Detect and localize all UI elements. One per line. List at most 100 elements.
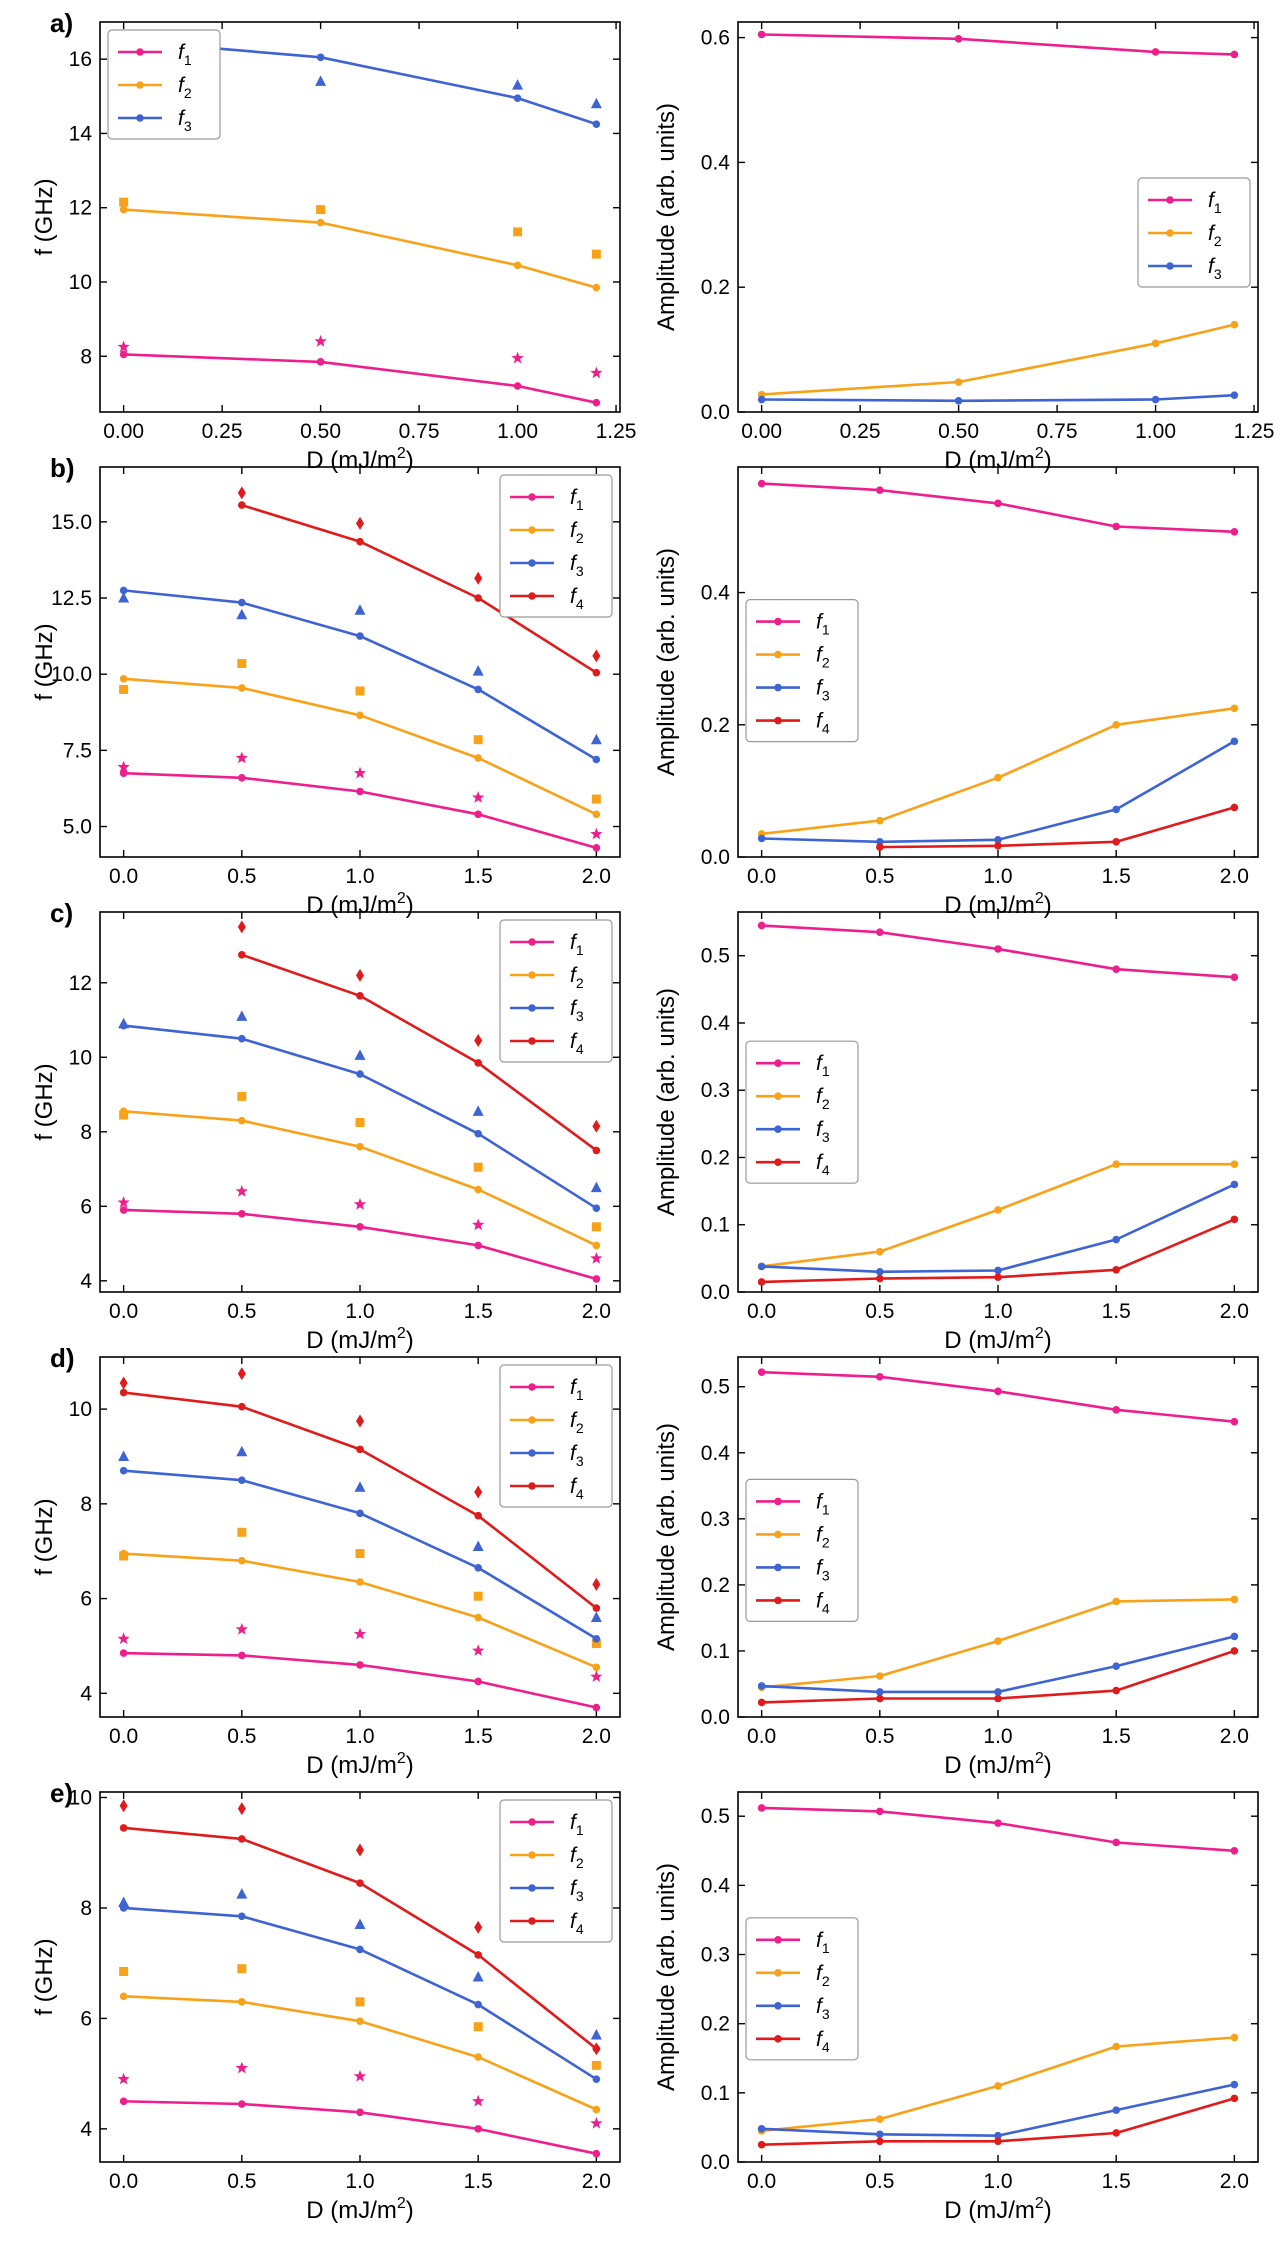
y-tick-label: 0.5 xyxy=(701,1805,730,1828)
x-tick-label: 2.0 xyxy=(582,1300,611,1323)
data-point-f4 xyxy=(238,1402,246,1411)
sim-marker-f4 xyxy=(237,486,246,500)
x-axis-label-sup: 2 xyxy=(397,445,406,462)
sim-marker-f3 xyxy=(118,1896,130,1907)
data-point-f3 xyxy=(876,1268,884,1276)
data-point-f3 xyxy=(474,1129,482,1138)
y-tick-label: 0.6 xyxy=(701,27,730,50)
data-point-f2 xyxy=(876,2115,884,2123)
sim-marker-f2 xyxy=(119,684,129,694)
y-tick-label: 10 xyxy=(69,1046,92,1069)
y-tick-label: 0.4 xyxy=(701,582,731,605)
legend-dot-f1 xyxy=(528,1818,536,1826)
legend-label-f: f xyxy=(816,1523,824,1546)
y-tick-label: 0.5 xyxy=(701,945,730,968)
legend-label-f: f xyxy=(816,1995,824,2018)
legend-label-sub: 2 xyxy=(822,1096,830,1112)
data-point-f3 xyxy=(474,685,482,694)
x-tick-label: 2.0 xyxy=(582,865,611,888)
series-line-f4 xyxy=(241,953,598,1152)
sim-marker-f1 xyxy=(590,1252,603,1264)
legend-dot-f4 xyxy=(528,1917,536,1925)
sim-marker-f1 xyxy=(472,791,485,803)
series-f4 xyxy=(876,803,1239,851)
legend-label-sub: 1 xyxy=(822,1501,830,1517)
data-point-f1 xyxy=(356,787,364,796)
x-axis-label-main: D (mJ/m xyxy=(944,447,1035,474)
data-point-f3 xyxy=(238,1476,246,1484)
legend-label-sub: 2 xyxy=(1214,233,1222,249)
legend-dot-f1 xyxy=(528,938,536,946)
data-point-f3 xyxy=(876,2130,884,2139)
sim-marker-f2 xyxy=(591,1222,601,1232)
legend-dot-f3 xyxy=(136,114,144,122)
data-point-f4 xyxy=(876,843,884,851)
legend-label-sub: 1 xyxy=(822,1940,830,1956)
data-point-f4 xyxy=(876,1274,884,1283)
legend-label-f2: f2 xyxy=(570,1844,584,1871)
data-point-f2 xyxy=(1112,2042,1120,2051)
x-axis-label-main: D (mJ/m xyxy=(944,892,1035,919)
y-tick-label: 15.0 xyxy=(51,511,92,534)
legend-label-sub: 1 xyxy=(1214,200,1222,216)
legend-label-f2: f2 xyxy=(570,519,584,546)
legend-label-f: f xyxy=(816,1929,824,1952)
y-tick-label: 0.2 xyxy=(701,714,730,737)
x-axis-label-end: ) xyxy=(406,447,414,474)
data-point-f2 xyxy=(474,1613,482,1622)
x-tick-label: 1.0 xyxy=(983,2170,1012,2193)
legend-label-f3: f3 xyxy=(570,552,584,579)
legend-label-f: f xyxy=(1208,255,1216,278)
data-point-f4 xyxy=(592,1604,601,1612)
sim-marker-f4 xyxy=(237,1367,246,1381)
data-point-f1 xyxy=(954,35,963,43)
x-axis-label-sup: 2 xyxy=(397,2195,406,2212)
sim-marker-f1 xyxy=(235,2061,248,2074)
legend-dot-f4 xyxy=(528,1482,536,1490)
y-axis-label: Amplitude (arb. units) xyxy=(653,1423,680,1651)
y-tick-label: 0.2 xyxy=(701,2013,730,2036)
data-point-f3 xyxy=(592,2075,601,2083)
legend-label-f3: f3 xyxy=(570,997,584,1024)
sim-marker-f3 xyxy=(354,1918,366,1930)
data-point-f4 xyxy=(592,668,601,677)
x-axis-label: D (mJ/m2) xyxy=(944,2195,1052,2224)
x-tick-label: 0.0 xyxy=(747,1300,776,1323)
series-line-f1 xyxy=(761,1370,1235,1423)
data-point-f3 xyxy=(876,837,884,846)
legend-label-f: f xyxy=(570,1877,578,1900)
data-point-f3 xyxy=(238,598,246,607)
data-point-f1 xyxy=(119,350,128,359)
x-axis-label-end: ) xyxy=(1044,1327,1052,1354)
x-axis-label-main: D (mJ/m xyxy=(306,447,397,474)
y-tick-label: 0.2 xyxy=(701,1146,730,1169)
legend-label-f: f xyxy=(1208,189,1216,212)
x-tick-label: 1.0 xyxy=(345,2170,374,2193)
series-line-f4 xyxy=(241,503,598,674)
sim-marker-f3 xyxy=(118,592,130,603)
sim-marker-f3 xyxy=(118,1450,130,1461)
data-point-f3 xyxy=(994,1688,1002,1696)
data-point-f2 xyxy=(513,261,522,270)
sim-marker-f4 xyxy=(119,1376,128,1390)
x-axis-label-end: ) xyxy=(406,892,414,919)
data-point-f4 xyxy=(1112,1686,1120,1695)
sim-marker-f3 xyxy=(354,1481,366,1492)
legend-label-f2: f2 xyxy=(816,1085,830,1112)
x-tick-label: 1.5 xyxy=(464,865,493,888)
legend-label-sub: 4 xyxy=(822,2039,830,2055)
data-point-f4 xyxy=(356,1879,364,1887)
legend-dot-f1 xyxy=(1166,196,1174,204)
legend-label-f1: f1 xyxy=(1208,189,1222,216)
sim-marker-f1 xyxy=(117,760,130,773)
sim-marker-f1 xyxy=(235,1184,248,1197)
data-point-f3 xyxy=(757,1262,766,1271)
data-point-f2 xyxy=(1151,339,1160,348)
sim-marker-f2 xyxy=(473,2022,483,2032)
legend-box xyxy=(745,1917,859,2061)
sim-marker-f4 xyxy=(474,571,483,585)
y-axis-label: f (GHz) xyxy=(31,1938,58,2015)
legend-label-f1: f1 xyxy=(178,41,192,68)
data-point-f4 xyxy=(474,1059,482,1067)
